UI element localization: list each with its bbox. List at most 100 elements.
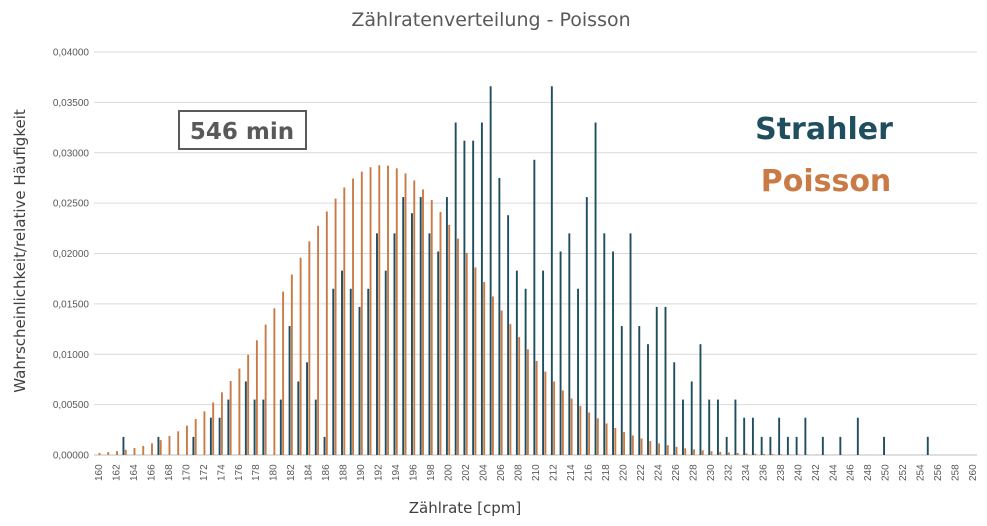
bar-strahler bbox=[655, 306, 658, 455]
x-tick-label: 248 bbox=[863, 464, 874, 481]
x-tick-label: 256 bbox=[933, 464, 944, 481]
y-tick-label: 0,00500 bbox=[53, 400, 90, 411]
bar-poisson bbox=[701, 450, 704, 455]
bar-strahler bbox=[428, 233, 431, 455]
x-tick-label: 244 bbox=[828, 464, 839, 481]
bar-poisson bbox=[614, 428, 617, 455]
bar-poisson bbox=[780, 454, 783, 455]
bar-strahler bbox=[463, 140, 466, 455]
bar-poisson bbox=[710, 451, 713, 455]
x-tick-label: 190 bbox=[356, 464, 367, 481]
y-tick-label: 0,02500 bbox=[53, 199, 90, 210]
bar-poisson bbox=[317, 225, 320, 455]
bar-poisson bbox=[500, 310, 503, 455]
bar-poisson bbox=[133, 448, 136, 455]
bar-poisson bbox=[623, 432, 626, 455]
bar-poisson bbox=[745, 453, 748, 455]
x-tick-label: 218 bbox=[601, 464, 612, 481]
bar-poisson bbox=[719, 451, 722, 455]
bar-poisson bbox=[763, 453, 765, 455]
x-tick-label: 234 bbox=[741, 464, 752, 481]
x-tick-label: 228 bbox=[688, 464, 699, 481]
bar-poisson bbox=[693, 449, 695, 455]
bar-poisson bbox=[308, 241, 311, 455]
y-tick-label: 0,04000 bbox=[53, 48, 90, 59]
bar-strahler bbox=[760, 436, 763, 455]
bar-poisson bbox=[238, 368, 241, 455]
bar-strahler bbox=[218, 417, 221, 455]
bar-strahler bbox=[122, 436, 125, 455]
bar-poisson bbox=[334, 198, 337, 455]
bar-strahler bbox=[367, 288, 370, 455]
x-tick-label: 206 bbox=[496, 464, 507, 481]
bar-poisson bbox=[684, 448, 687, 455]
bar-poisson bbox=[159, 440, 162, 455]
legend-poisson: Poisson bbox=[761, 164, 892, 199]
x-tick-label: 164 bbox=[129, 464, 140, 481]
x-tick-label: 230 bbox=[706, 464, 717, 481]
x-tick-label: 180 bbox=[269, 464, 280, 481]
bar-poisson bbox=[596, 418, 599, 455]
bar-strahler bbox=[550, 86, 553, 455]
annotation-box bbox=[178, 110, 307, 150]
bar-poisson bbox=[369, 167, 372, 455]
bar-strahler bbox=[515, 270, 518, 455]
bar-poisson bbox=[203, 411, 206, 455]
x-tick-label: 178 bbox=[251, 464, 262, 481]
bar-strahler bbox=[192, 436, 195, 455]
bar-poisson bbox=[588, 412, 591, 455]
legend-strahler: Strahler bbox=[755, 112, 893, 147]
bar-poisson bbox=[273, 308, 276, 455]
bar-poisson bbox=[483, 282, 486, 455]
x-tick-label: 260 bbox=[968, 464, 979, 481]
bar-poisson bbox=[98, 452, 101, 455]
bar-poisson bbox=[107, 452, 110, 455]
x-tick-label: 242 bbox=[811, 464, 822, 481]
bar-poisson bbox=[736, 452, 739, 455]
x-tick-label: 166 bbox=[146, 464, 157, 481]
bar-poisson bbox=[771, 454, 774, 455]
bar-poisson bbox=[658, 443, 660, 455]
bar-strahler bbox=[542, 270, 545, 455]
bar-strahler bbox=[577, 288, 580, 455]
x-tick-label: 246 bbox=[846, 464, 857, 481]
x-tick-label: 162 bbox=[111, 464, 122, 481]
bar-poisson bbox=[247, 354, 250, 455]
bar-poisson bbox=[264, 324, 267, 455]
bar-strahler bbox=[568, 233, 571, 455]
x-tick-label: 208 bbox=[514, 464, 525, 481]
bar-strahler bbox=[734, 399, 737, 455]
bar-strahler bbox=[673, 362, 676, 455]
bar-poisson bbox=[553, 381, 556, 455]
bar-strahler bbox=[629, 233, 632, 455]
bar-strahler bbox=[559, 251, 562, 455]
y-tick-label: 0,03000 bbox=[53, 148, 90, 159]
bar-strahler bbox=[699, 344, 702, 455]
x-tick-label: 240 bbox=[793, 464, 804, 481]
bar-strahler bbox=[314, 399, 317, 455]
bar-poisson bbox=[325, 211, 328, 455]
bar-poisson bbox=[422, 189, 424, 456]
y-tick-label: 0,01000 bbox=[53, 350, 90, 361]
bar-strahler bbox=[682, 399, 684, 455]
x-tick-label: 210 bbox=[531, 464, 542, 481]
bar-poisson bbox=[561, 390, 564, 455]
bar-strahler bbox=[603, 233, 606, 455]
bar-poisson bbox=[116, 451, 118, 455]
bar-poisson bbox=[290, 274, 293, 455]
bar-strahler bbox=[454, 122, 457, 456]
bar-strahler bbox=[821, 436, 824, 455]
gridlines bbox=[94, 51, 977, 456]
y-tick-label: 0,00000 bbox=[53, 451, 90, 462]
bar-poisson bbox=[282, 291, 285, 455]
bar-strahler bbox=[393, 233, 396, 455]
bar-strahler bbox=[297, 381, 300, 455]
bar-poisson bbox=[570, 398, 573, 455]
bar-strahler bbox=[585, 197, 588, 455]
bar-poisson bbox=[124, 449, 127, 455]
bar-poisson bbox=[491, 296, 494, 455]
x-tick-label: 212 bbox=[548, 464, 559, 481]
bar-poisson bbox=[754, 453, 757, 455]
bar-strahler bbox=[612, 251, 614, 455]
bar-poisson bbox=[544, 371, 547, 455]
